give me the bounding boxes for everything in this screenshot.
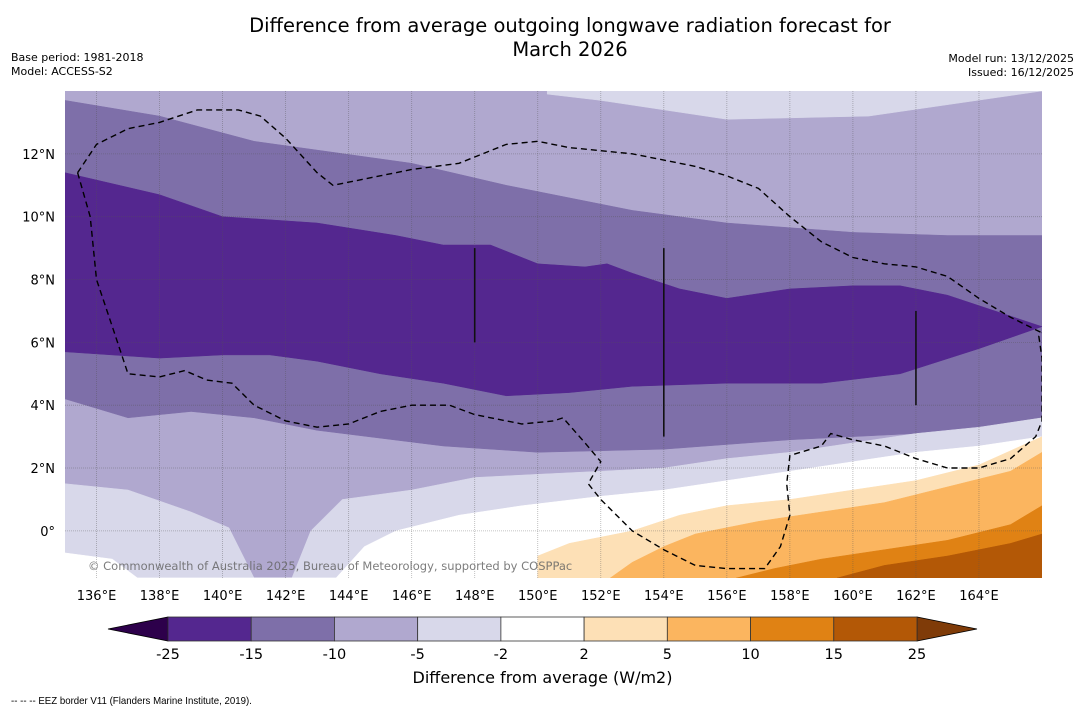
copyright-text: © Commonwealth of Australia 2025, Bureau… bbox=[88, 559, 572, 573]
colorbar-segment bbox=[500, 616, 585, 642]
eez-border-line bbox=[76, 172, 1042, 570]
x-tick-label: 150°E bbox=[518, 589, 558, 604]
x-tick-label: 152°E bbox=[581, 589, 621, 604]
x-tick-label: 138°E bbox=[140, 589, 180, 604]
y-tick-label: 0° bbox=[40, 525, 55, 540]
colorbar-tick-label: 15 bbox=[825, 647, 843, 663]
y-tick-label: 8°N bbox=[31, 274, 56, 289]
y-axis-ticks: 0° 2°N 4°N 6°N 8°N 10°N 12°N bbox=[22, 148, 55, 540]
x-tick-label: 160°E bbox=[833, 589, 873, 604]
contour-band bbox=[65, 172, 1042, 397]
colorbar-tick-label: -2 bbox=[494, 647, 508, 663]
base-period: Base period: 1981-2018 bbox=[11, 51, 144, 64]
x-tick-label: 162°E bbox=[896, 589, 936, 604]
colorbar-segment bbox=[334, 616, 419, 642]
x-tick-label: 146°E bbox=[392, 589, 432, 604]
y-tick-label: 4°N bbox=[31, 399, 56, 414]
model-run: Model run: 13/12/2025 bbox=[948, 52, 1074, 65]
title-line-1: Difference from average outgoing longwav… bbox=[249, 14, 891, 37]
colorbar-tick-label: -15 bbox=[239, 647, 263, 663]
x-tick-label: 148°E bbox=[455, 589, 495, 604]
colorbar-segment bbox=[250, 616, 335, 642]
eez-border bbox=[76, 109, 1042, 570]
title-line-2: March 2026 bbox=[512, 38, 628, 61]
x-tick-label: 164°E bbox=[959, 589, 999, 604]
x-tick-label: 158°E bbox=[770, 589, 810, 604]
colorbar-tick-label: 2 bbox=[579, 647, 588, 663]
colorbar-extend-low bbox=[107, 616, 169, 642]
issued-date: Issued: 16/12/2025 bbox=[967, 66, 1074, 79]
colorbar-tick-label: -5 bbox=[410, 647, 424, 663]
contour-bands bbox=[65, 91, 1042, 578]
eez-border-line bbox=[77, 109, 1042, 334]
x-tick-label: 142°E bbox=[266, 589, 306, 604]
x-tick-label: 136°E bbox=[77, 589, 117, 604]
gridlines bbox=[65, 91, 1042, 578]
colorbar-tick-label: 5 bbox=[663, 647, 672, 663]
colorbar-segment bbox=[583, 616, 668, 642]
x-axis-ticks: 136°E 138°E 140°E 142°E 144°E 146°E 148°E 150°E… bbox=[77, 589, 999, 604]
y-tick-label: 6°N bbox=[31, 336, 56, 351]
colorbar-tick-label: 10 bbox=[741, 647, 759, 663]
chart-title: Difference from average outgoing longwav… bbox=[0, 14, 1085, 62]
colorbar-segment bbox=[666, 616, 751, 642]
model-name: Model: ACCESS-S2 bbox=[11, 65, 113, 78]
x-tick-label: 154°E bbox=[644, 589, 684, 604]
meta-right: Model run: 13/12/2025 Issued: 16/12/2025 bbox=[948, 52, 1074, 80]
x-tick-label: 144°E bbox=[329, 589, 369, 604]
colorbar-segment bbox=[417, 616, 502, 642]
longitude-lines bbox=[473, 248, 917, 437]
colorbar-tick-label: -25 bbox=[156, 647, 180, 663]
colorbar-segment bbox=[750, 616, 835, 642]
x-tick-label: 156°E bbox=[707, 589, 747, 604]
colorbar-tick-label: 25 bbox=[908, 647, 926, 663]
y-tick-label: 12°N bbox=[22, 148, 55, 163]
colorbar-extend-high bbox=[916, 616, 978, 642]
colorbar: -25 -15 -10 -5 -2 2 5 10 15 25 bbox=[107, 616, 978, 663]
contour-band bbox=[837, 533, 1042, 578]
colorbar-segment bbox=[833, 616, 918, 642]
colorbar-label: Difference from average (W/m2) bbox=[412, 668, 673, 687]
y-tick-label: 2°N bbox=[31, 462, 56, 477]
eez-legend-note: -- -- -- EEZ border V11 (Flanders Marine… bbox=[11, 695, 252, 707]
colorbar-segment bbox=[167, 616, 252, 642]
meta-left: Base period: 1981-2018 Model: ACCESS-S2 bbox=[11, 51, 143, 79]
colorbar-tick-label: -10 bbox=[323, 647, 347, 663]
x-tick-label: 140°E bbox=[203, 589, 243, 604]
contour-band bbox=[546, 91, 1042, 120]
y-tick-label: 10°N bbox=[22, 211, 55, 226]
